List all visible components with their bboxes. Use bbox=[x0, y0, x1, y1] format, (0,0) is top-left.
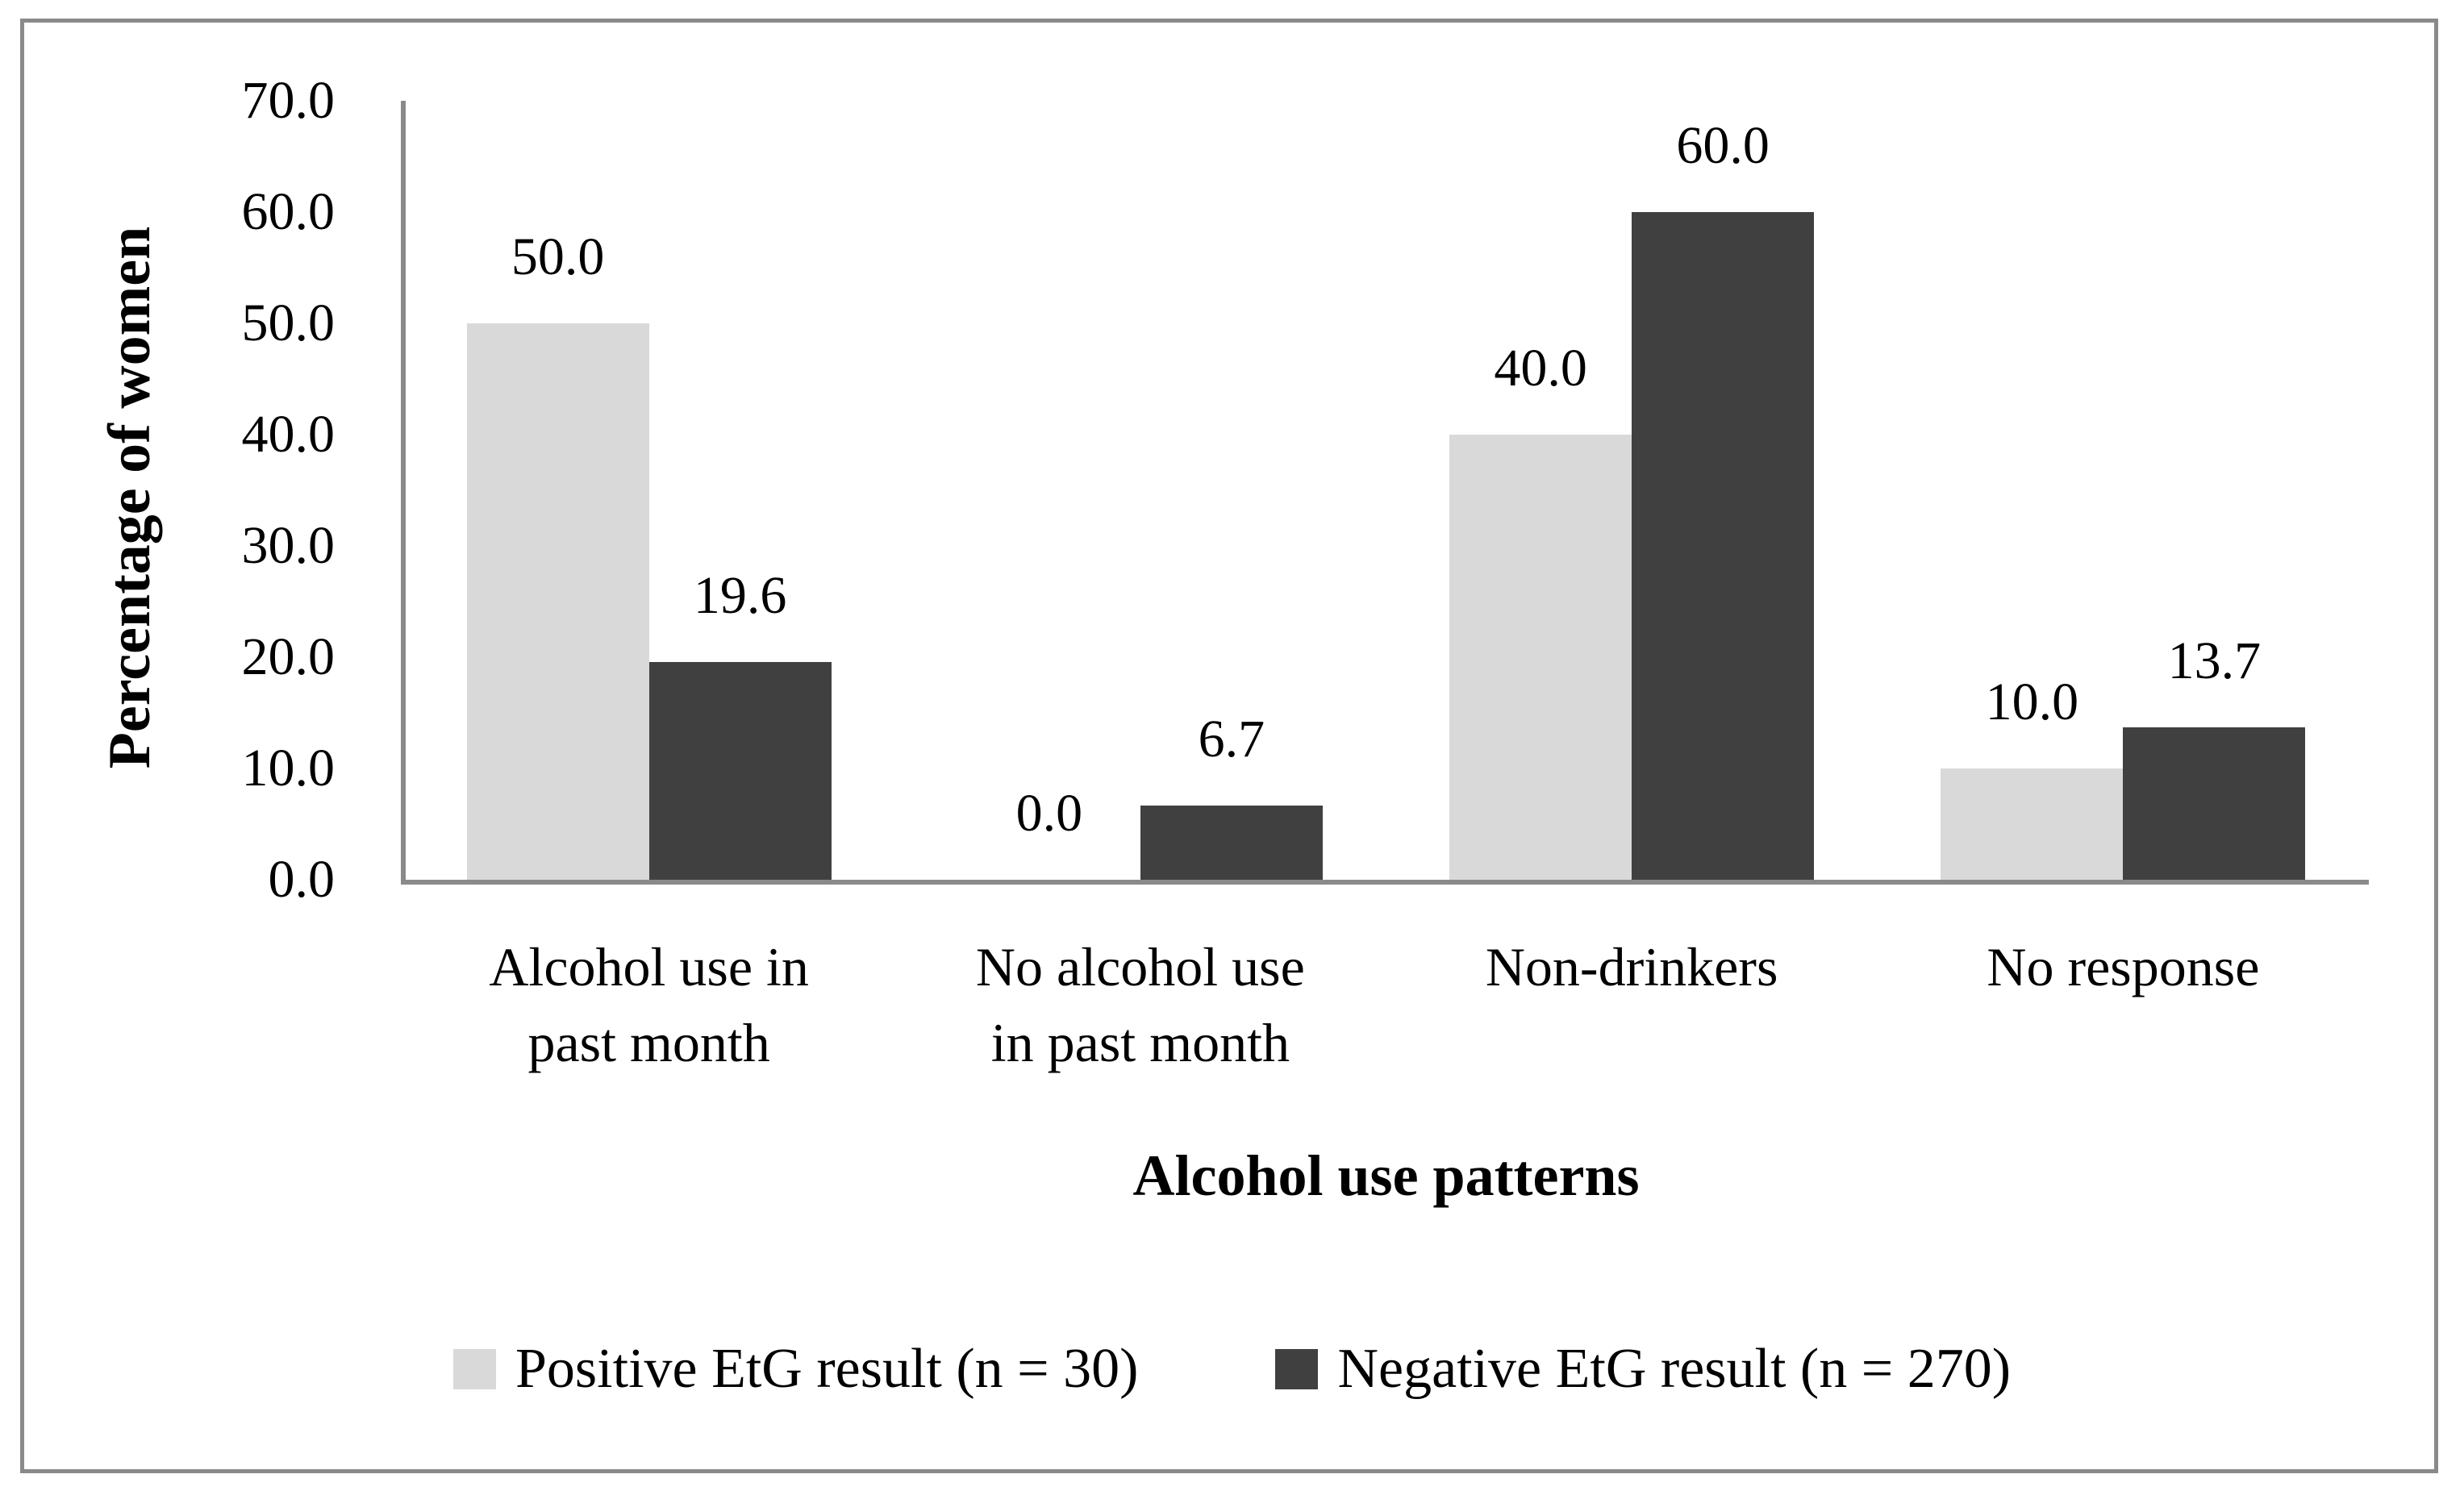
category-label-2: Non-drinkers bbox=[1485, 936, 1778, 997]
bar-value-label-series1-cat1: 6.7 bbox=[1198, 709, 1265, 768]
figure-border bbox=[20, 19, 2438, 1473]
legend: Positive EtG result (n = 30) Negative Et… bbox=[0, 1332, 2464, 1406]
y-tick-label-50.0: 50.0 bbox=[241, 294, 336, 352]
bar-series1-cat1 bbox=[1140, 805, 1323, 880]
y-axis-line bbox=[401, 101, 406, 885]
y-tick-label-70.0: 70.0 bbox=[241, 71, 336, 130]
y-tick-label-40.0: 40.0 bbox=[241, 405, 336, 464]
bar-series1-cat2 bbox=[1632, 212, 1815, 880]
x-axis-line bbox=[401, 880, 2369, 885]
y-tick-label-60.0: 60.0 bbox=[241, 182, 336, 241]
legend-entry-positive: Positive EtG result (n = 30) bbox=[453, 1332, 1138, 1406]
bar-value-label-series1-cat0: 19.6 bbox=[693, 565, 787, 625]
category-label-0: Alcohol use in past month bbox=[489, 936, 809, 1073]
y-tick-label-20.0: 20.0 bbox=[241, 627, 336, 686]
bar-value-label-series1-cat2: 60.0 bbox=[1676, 116, 1770, 175]
bar-value-label-series0-cat1: 0.0 bbox=[1015, 784, 1083, 843]
category-label-1: No alcohol use in past month bbox=[975, 936, 1305, 1073]
bar-series0-cat0 bbox=[466, 323, 649, 880]
bar-series0-cat2 bbox=[1449, 435, 1632, 880]
bar-value-label-series1-cat3: 13.7 bbox=[2167, 631, 2262, 690]
legend-label-positive: Positive EtG result (n = 30) bbox=[515, 1338, 1139, 1400]
legend-swatch-positive bbox=[453, 1349, 496, 1389]
y-tick-label-0.0: 0.0 bbox=[268, 850, 336, 909]
y-tick-label-30.0: 30.0 bbox=[241, 516, 336, 575]
bar-value-label-series0-cat0: 50.0 bbox=[511, 227, 605, 286]
y-axis-tick-labels: 0.0 10.0 20.0 30.0 40.0 50.0 60.0 70.0 bbox=[129, 0, 336, 968]
legend-entry-negative: Negative EtG result (n = 270) bbox=[1275, 1332, 2011, 1406]
category-label-3: No response bbox=[1987, 936, 2260, 997]
x-axis-title: Alcohol use patterns bbox=[1132, 1143, 1640, 1208]
bar-series1-cat0 bbox=[648, 661, 832, 880]
legend-label-negative: Negative EtG result (n = 270) bbox=[1337, 1338, 2011, 1400]
bar-value-label-series0-cat3: 10.0 bbox=[1985, 673, 2079, 731]
y-tick-label-10.0: 10.0 bbox=[241, 739, 336, 797]
legend-swatch-negative bbox=[1275, 1349, 1319, 1389]
bar-series0-cat3 bbox=[1941, 768, 2124, 880]
bar-value-label-series0-cat2: 40.0 bbox=[1494, 339, 1587, 398]
bar-series1-cat3 bbox=[2123, 727, 2306, 880]
